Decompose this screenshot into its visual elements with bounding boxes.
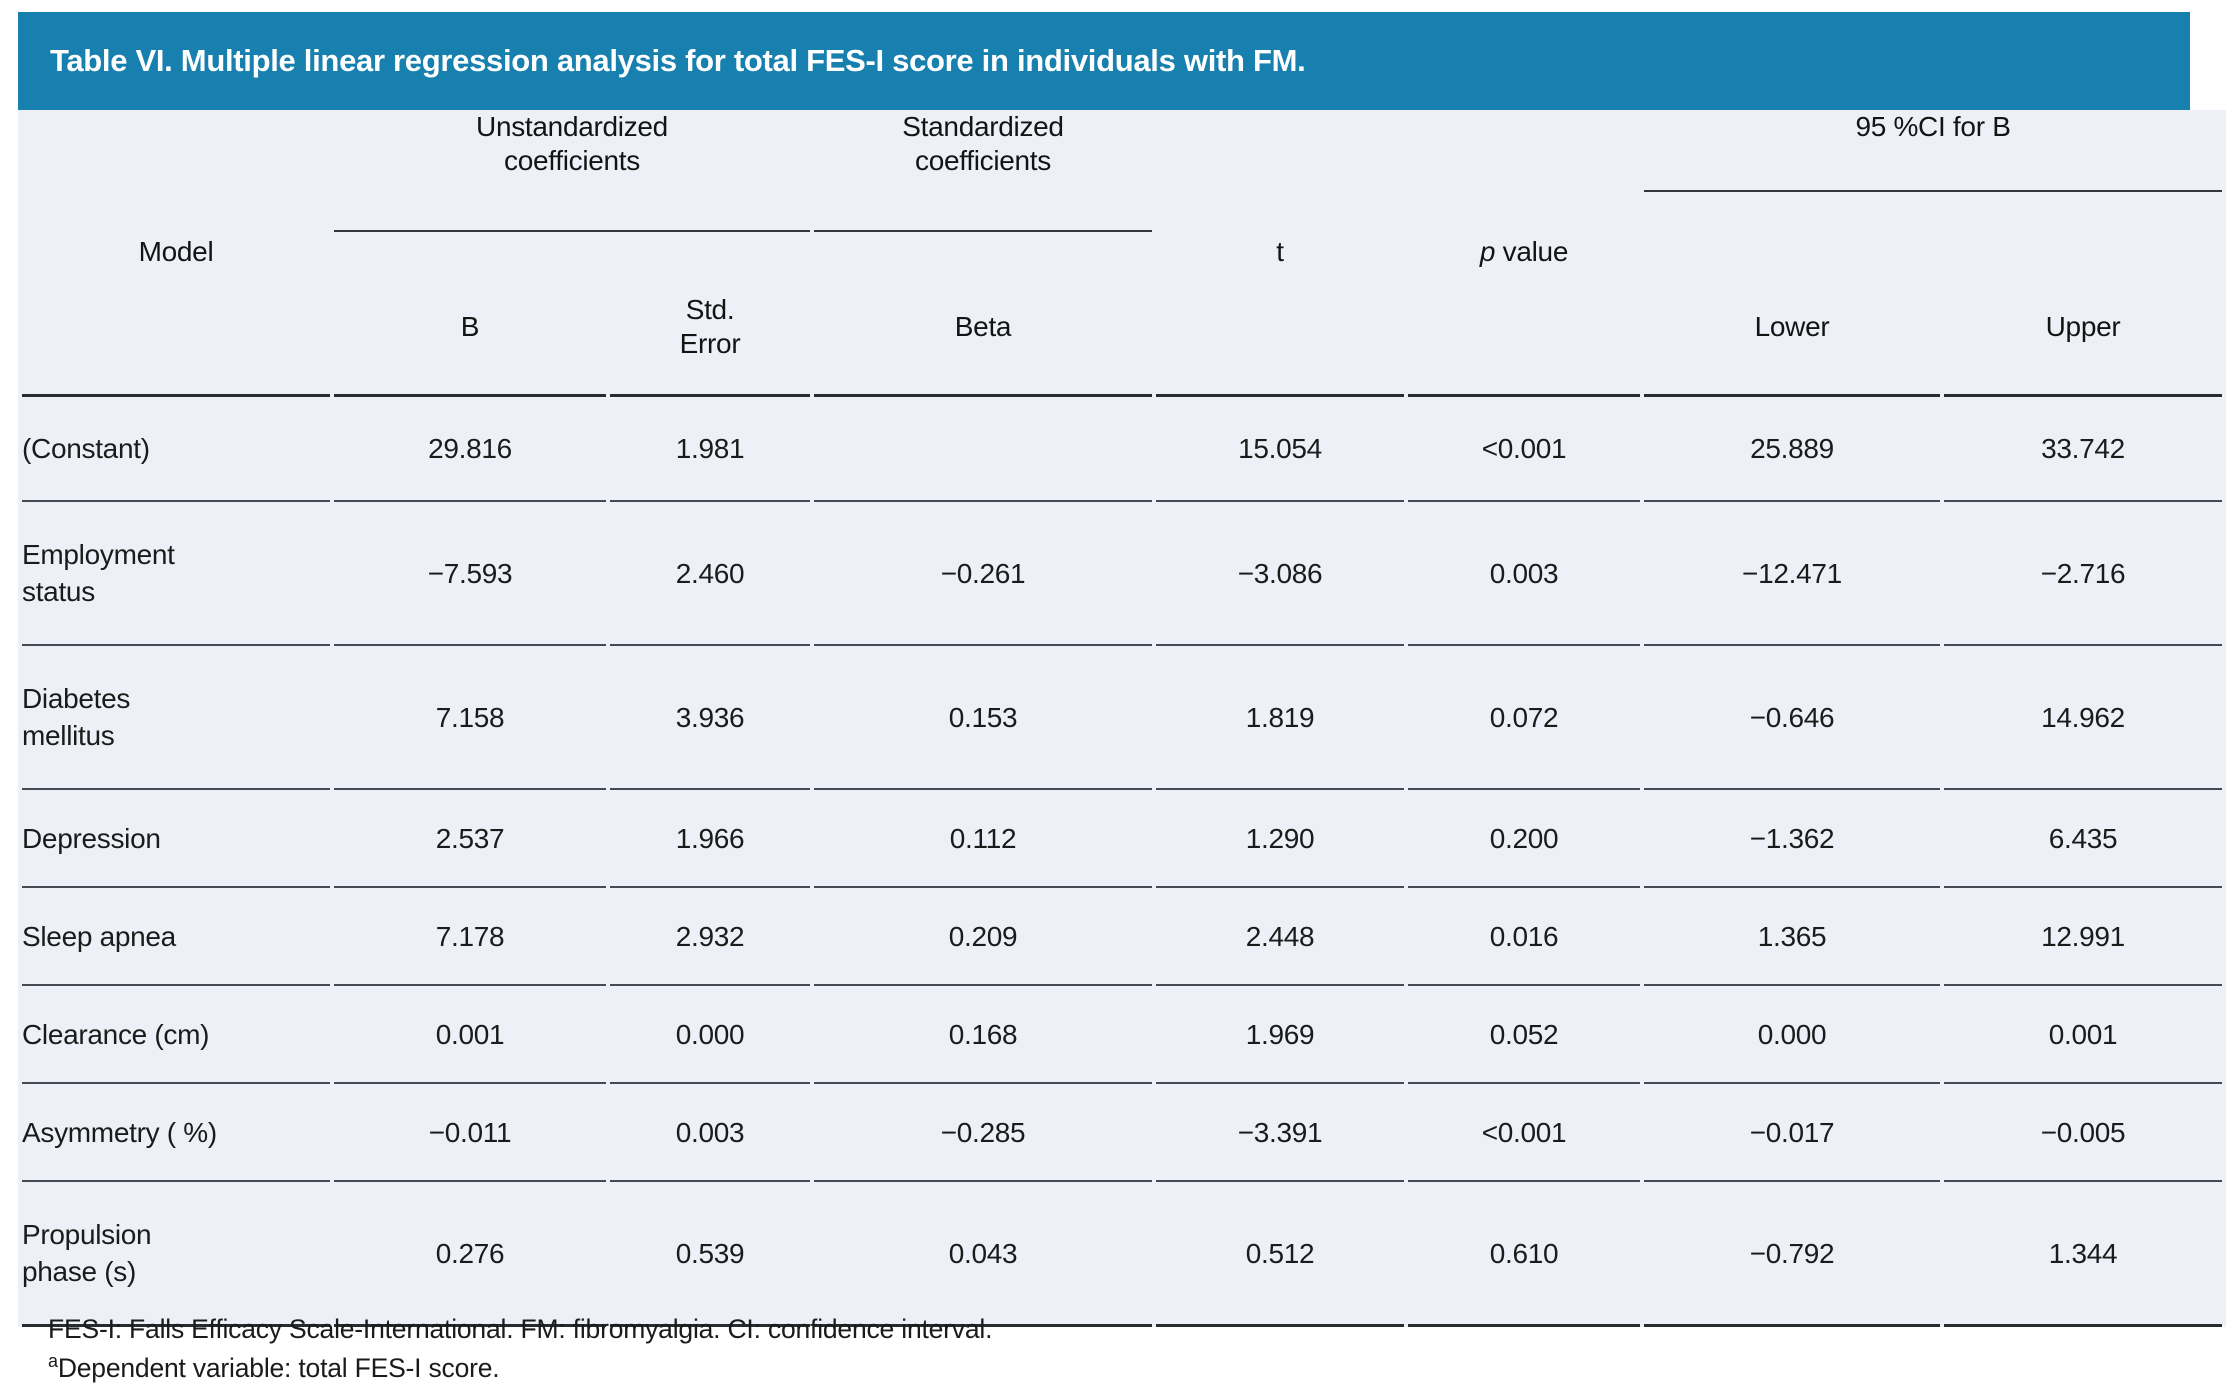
col-header-b: B <box>334 260 606 397</box>
footnote-abbreviations: FES-I: Falls Efficacy Scale-Internationa… <box>48 1314 993 1344</box>
table-row-employment-status: Employment status −7.593 2.460 −0.261 −3… <box>22 502 2223 646</box>
row-label: (Constant) <box>22 397 330 502</box>
value-std-error: 1.966 <box>610 790 810 888</box>
value-p: 0.052 <box>1408 986 1640 1084</box>
value-beta: 0.209 <box>814 888 1152 986</box>
p-symbol: p <box>1479 236 1496 267</box>
col-group-unstandardized: Unstandardized coefficients <box>334 110 810 260</box>
value-std-error: 1.981 <box>610 397 810 502</box>
col-header-std-error: Std. Error <box>610 260 810 397</box>
unstandardized-group-label: Unstandardized coefficients <box>334 110 810 232</box>
p-value-word: value <box>1495 236 1569 267</box>
value-lower: 25.889 <box>1644 397 1940 502</box>
value-p: 0.610 <box>1408 1182 1640 1327</box>
value-std-error: 0.000 <box>610 986 810 1084</box>
value-b: 7.178 <box>334 888 606 986</box>
value-upper: −2.716 <box>1944 502 2223 646</box>
row-label: Propulsion phase (s) <box>22 1182 330 1327</box>
value-lower: −12.471 <box>1644 502 1940 646</box>
value-lower: 0.000 <box>1644 986 1940 1084</box>
col-header-t: t <box>1156 110 1404 397</box>
value-p: <0.001 <box>1408 1084 1640 1182</box>
value-lower: −0.792 <box>1644 1182 1940 1327</box>
col-header-lower: Lower <box>1644 260 1940 397</box>
value-t: 0.512 <box>1156 1182 1404 1327</box>
value-beta: 0.153 <box>814 646 1152 790</box>
value-beta: 0.168 <box>814 986 1152 1084</box>
col-group-standardized: Standardized coefficients <box>814 110 1152 260</box>
value-b: 0.001 <box>334 986 606 1084</box>
value-beta <box>814 397 1152 502</box>
regression-table-figure: Table VI. Multiple linear regression ana… <box>18 12 2227 1327</box>
footnote-dependent-text: Dependent variable: total FES-I score. <box>57 1353 500 1383</box>
table-row-clearance: Clearance (cm) 0.001 0.000 0.168 1.969 0… <box>22 986 2223 1084</box>
table-footnotes: FES-I: Falls Efficacy Scale-Internationa… <box>48 1310 992 1388</box>
value-p: 0.072 <box>1408 646 1640 790</box>
value-std-error: 2.932 <box>610 888 810 986</box>
footnote-dependent-variable: aDependent variable: total FES-I score. <box>48 1349 992 1388</box>
col-header-beta: Beta <box>814 260 1152 397</box>
value-b: 0.276 <box>334 1182 606 1327</box>
value-upper: 33.742 <box>1944 397 2223 502</box>
value-p: 0.003 <box>1408 502 1640 646</box>
row-label: Clearance (cm) <box>22 986 330 1084</box>
value-upper: 1.344 <box>1944 1182 2223 1327</box>
value-lower: −0.017 <box>1644 1084 1940 1182</box>
col-header-pvalue: p value <box>1408 110 1640 397</box>
table-row-constant: (Constant) 29.816 1.981 15.054 <0.001 25… <box>22 397 2223 502</box>
value-upper: 0.001 <box>1944 986 2223 1084</box>
value-beta: 0.112 <box>814 790 1152 888</box>
row-label: Asymmetry ( %) <box>22 1084 330 1182</box>
value-beta: −0.285 <box>814 1084 1152 1182</box>
value-upper: −0.005 <box>1944 1084 2223 1182</box>
table-row-diabetes-mellitus: Diabetes mellitus 7.158 3.936 0.153 1.81… <box>22 646 2223 790</box>
row-label: Depression <box>22 790 330 888</box>
value-beta: −0.261 <box>814 502 1152 646</box>
value-t: 2.448 <box>1156 888 1404 986</box>
table-row-depression: Depression 2.537 1.966 0.112 1.290 0.200… <box>22 790 2223 888</box>
row-label: Diabetes mellitus <box>22 646 330 790</box>
value-upper: 6.435 <box>1944 790 2223 888</box>
value-upper: 12.991 <box>1944 888 2223 986</box>
value-lower: −0.646 <box>1644 646 1940 790</box>
value-t: −3.086 <box>1156 502 1404 646</box>
footnote-marker-a: a <box>48 1351 58 1372</box>
value-upper: 14.962 <box>1944 646 2223 790</box>
value-lower: 1.365 <box>1644 888 1940 986</box>
value-std-error: 2.460 <box>610 502 810 646</box>
value-t: 1.290 <box>1156 790 1404 888</box>
value-b: 7.158 <box>334 646 606 790</box>
value-p: 0.016 <box>1408 888 1640 986</box>
value-b: 2.537 <box>334 790 606 888</box>
col-header-upper: Upper <box>1944 260 2223 397</box>
value-b: 29.816 <box>334 397 606 502</box>
regression-table: Model Unstandardized coefficients Standa… <box>18 110 2227 1327</box>
table-row-sleep-apnea: Sleep apnea 7.178 2.932 0.209 2.448 0.01… <box>22 888 2223 986</box>
value-std-error: 3.936 <box>610 646 810 790</box>
header-group-row: Model Unstandardized coefficients Standa… <box>22 110 2223 397</box>
value-lower: −1.362 <box>1644 790 1940 888</box>
value-std-error: 0.539 <box>610 1182 810 1327</box>
value-b: −7.593 <box>334 502 606 646</box>
value-t: −3.391 <box>1156 1084 1404 1182</box>
value-p: <0.001 <box>1408 397 1640 502</box>
value-std-error: 0.003 <box>610 1084 810 1182</box>
col-header-model: Model <box>22 110 330 397</box>
ci-group-label: 95 %CI for B <box>1644 110 2223 192</box>
standardized-group-label: Standardized coefficients <box>814 110 1152 232</box>
table-row-propulsion-phase: Propulsion phase (s) 0.276 0.539 0.043 0… <box>22 1182 2223 1327</box>
value-beta: 0.043 <box>814 1182 1152 1327</box>
table-row-asymmetry: Asymmetry ( %) −0.011 0.003 −0.285 −3.39… <box>22 1084 2223 1182</box>
row-label: Employment status <box>22 502 330 646</box>
value-p: 0.200 <box>1408 790 1640 888</box>
row-label: Sleep apnea <box>22 888 330 986</box>
value-t: 15.054 <box>1156 397 1404 502</box>
table-title: Table VI. Multiple linear regression ana… <box>18 12 2190 110</box>
value-b: −0.011 <box>334 1084 606 1182</box>
col-group-ci: 95 %CI for B <box>1644 110 2223 260</box>
header-sub-row: B Std. Error Beta Lower Upper <box>22 260 2223 397</box>
value-t: 1.819 <box>1156 646 1404 790</box>
value-t: 1.969 <box>1156 986 1404 1084</box>
